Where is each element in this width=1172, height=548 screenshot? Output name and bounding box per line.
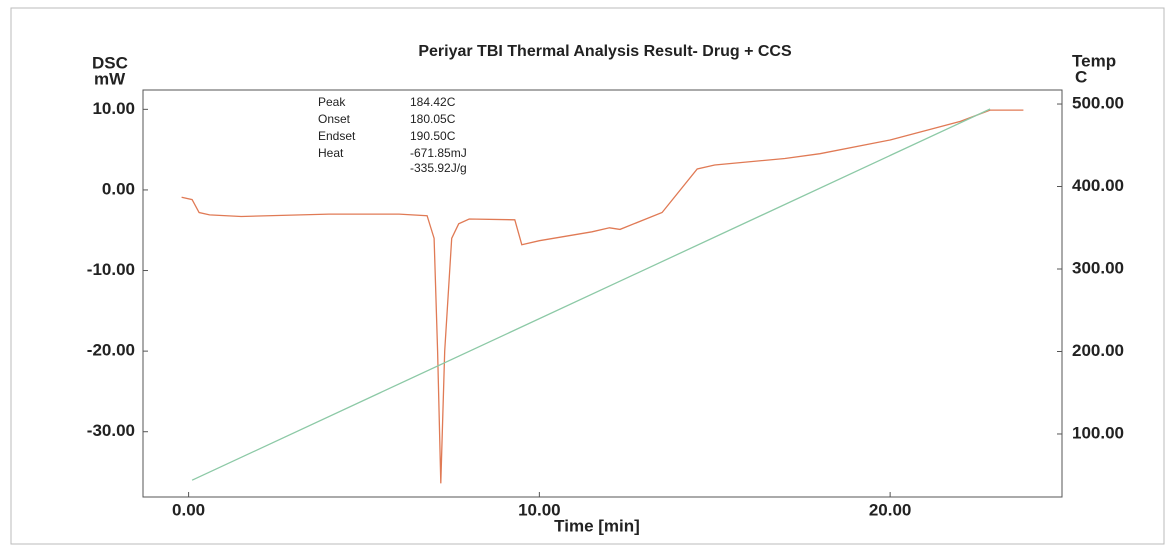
annotation-value: -335.92J/g	[410, 161, 467, 175]
x-tick-label: 10.00	[518, 500, 561, 519]
y-tick-label: 10.00	[92, 99, 135, 118]
annotation-label: Onset	[318, 112, 351, 126]
y2-tick-label: 500.00	[1072, 94, 1124, 113]
y-axis-label: DSC	[92, 53, 128, 72]
chart-title: Periyar TBI Thermal Analysis Result- Dru…	[418, 43, 792, 60]
plot-frame	[142, 89, 1063, 498]
annotation-label: Endset	[318, 129, 356, 143]
series-line	[181, 109, 1024, 484]
x-tick-label: 0.00	[172, 500, 205, 519]
y2-tick-label: 100.00	[1072, 423, 1124, 442]
y-axis-unit: mW	[94, 69, 126, 88]
y-tick-label: -10.00	[87, 260, 135, 279]
page-frame	[10, 7, 1165, 545]
y2-tick-label: 400.00	[1072, 176, 1124, 195]
y2-axis-unit: C	[1075, 67, 1087, 86]
y2-tick-label: 300.00	[1072, 258, 1124, 277]
y2-axis-label: Temp	[1072, 51, 1116, 70]
annotation-value: 190.50C	[410, 129, 456, 143]
y-tick-label: -20.00	[87, 341, 135, 360]
annotation-value: 184.42C	[410, 95, 456, 109]
x-axis-label: Time [min]	[554, 516, 640, 535]
x-tick-label: 20.00	[869, 500, 912, 519]
annotation-label: Peak	[318, 95, 346, 109]
series-line	[191, 108, 991, 481]
y-tick-label: 0.00	[102, 179, 135, 198]
annotation-label: Heat	[318, 146, 344, 160]
annotation-value: 180.05C	[410, 112, 456, 126]
annotation-value: -671.85mJ	[410, 146, 467, 160]
y-tick-label: -30.00	[87, 421, 135, 440]
y2-tick-label: 200.00	[1072, 341, 1124, 360]
